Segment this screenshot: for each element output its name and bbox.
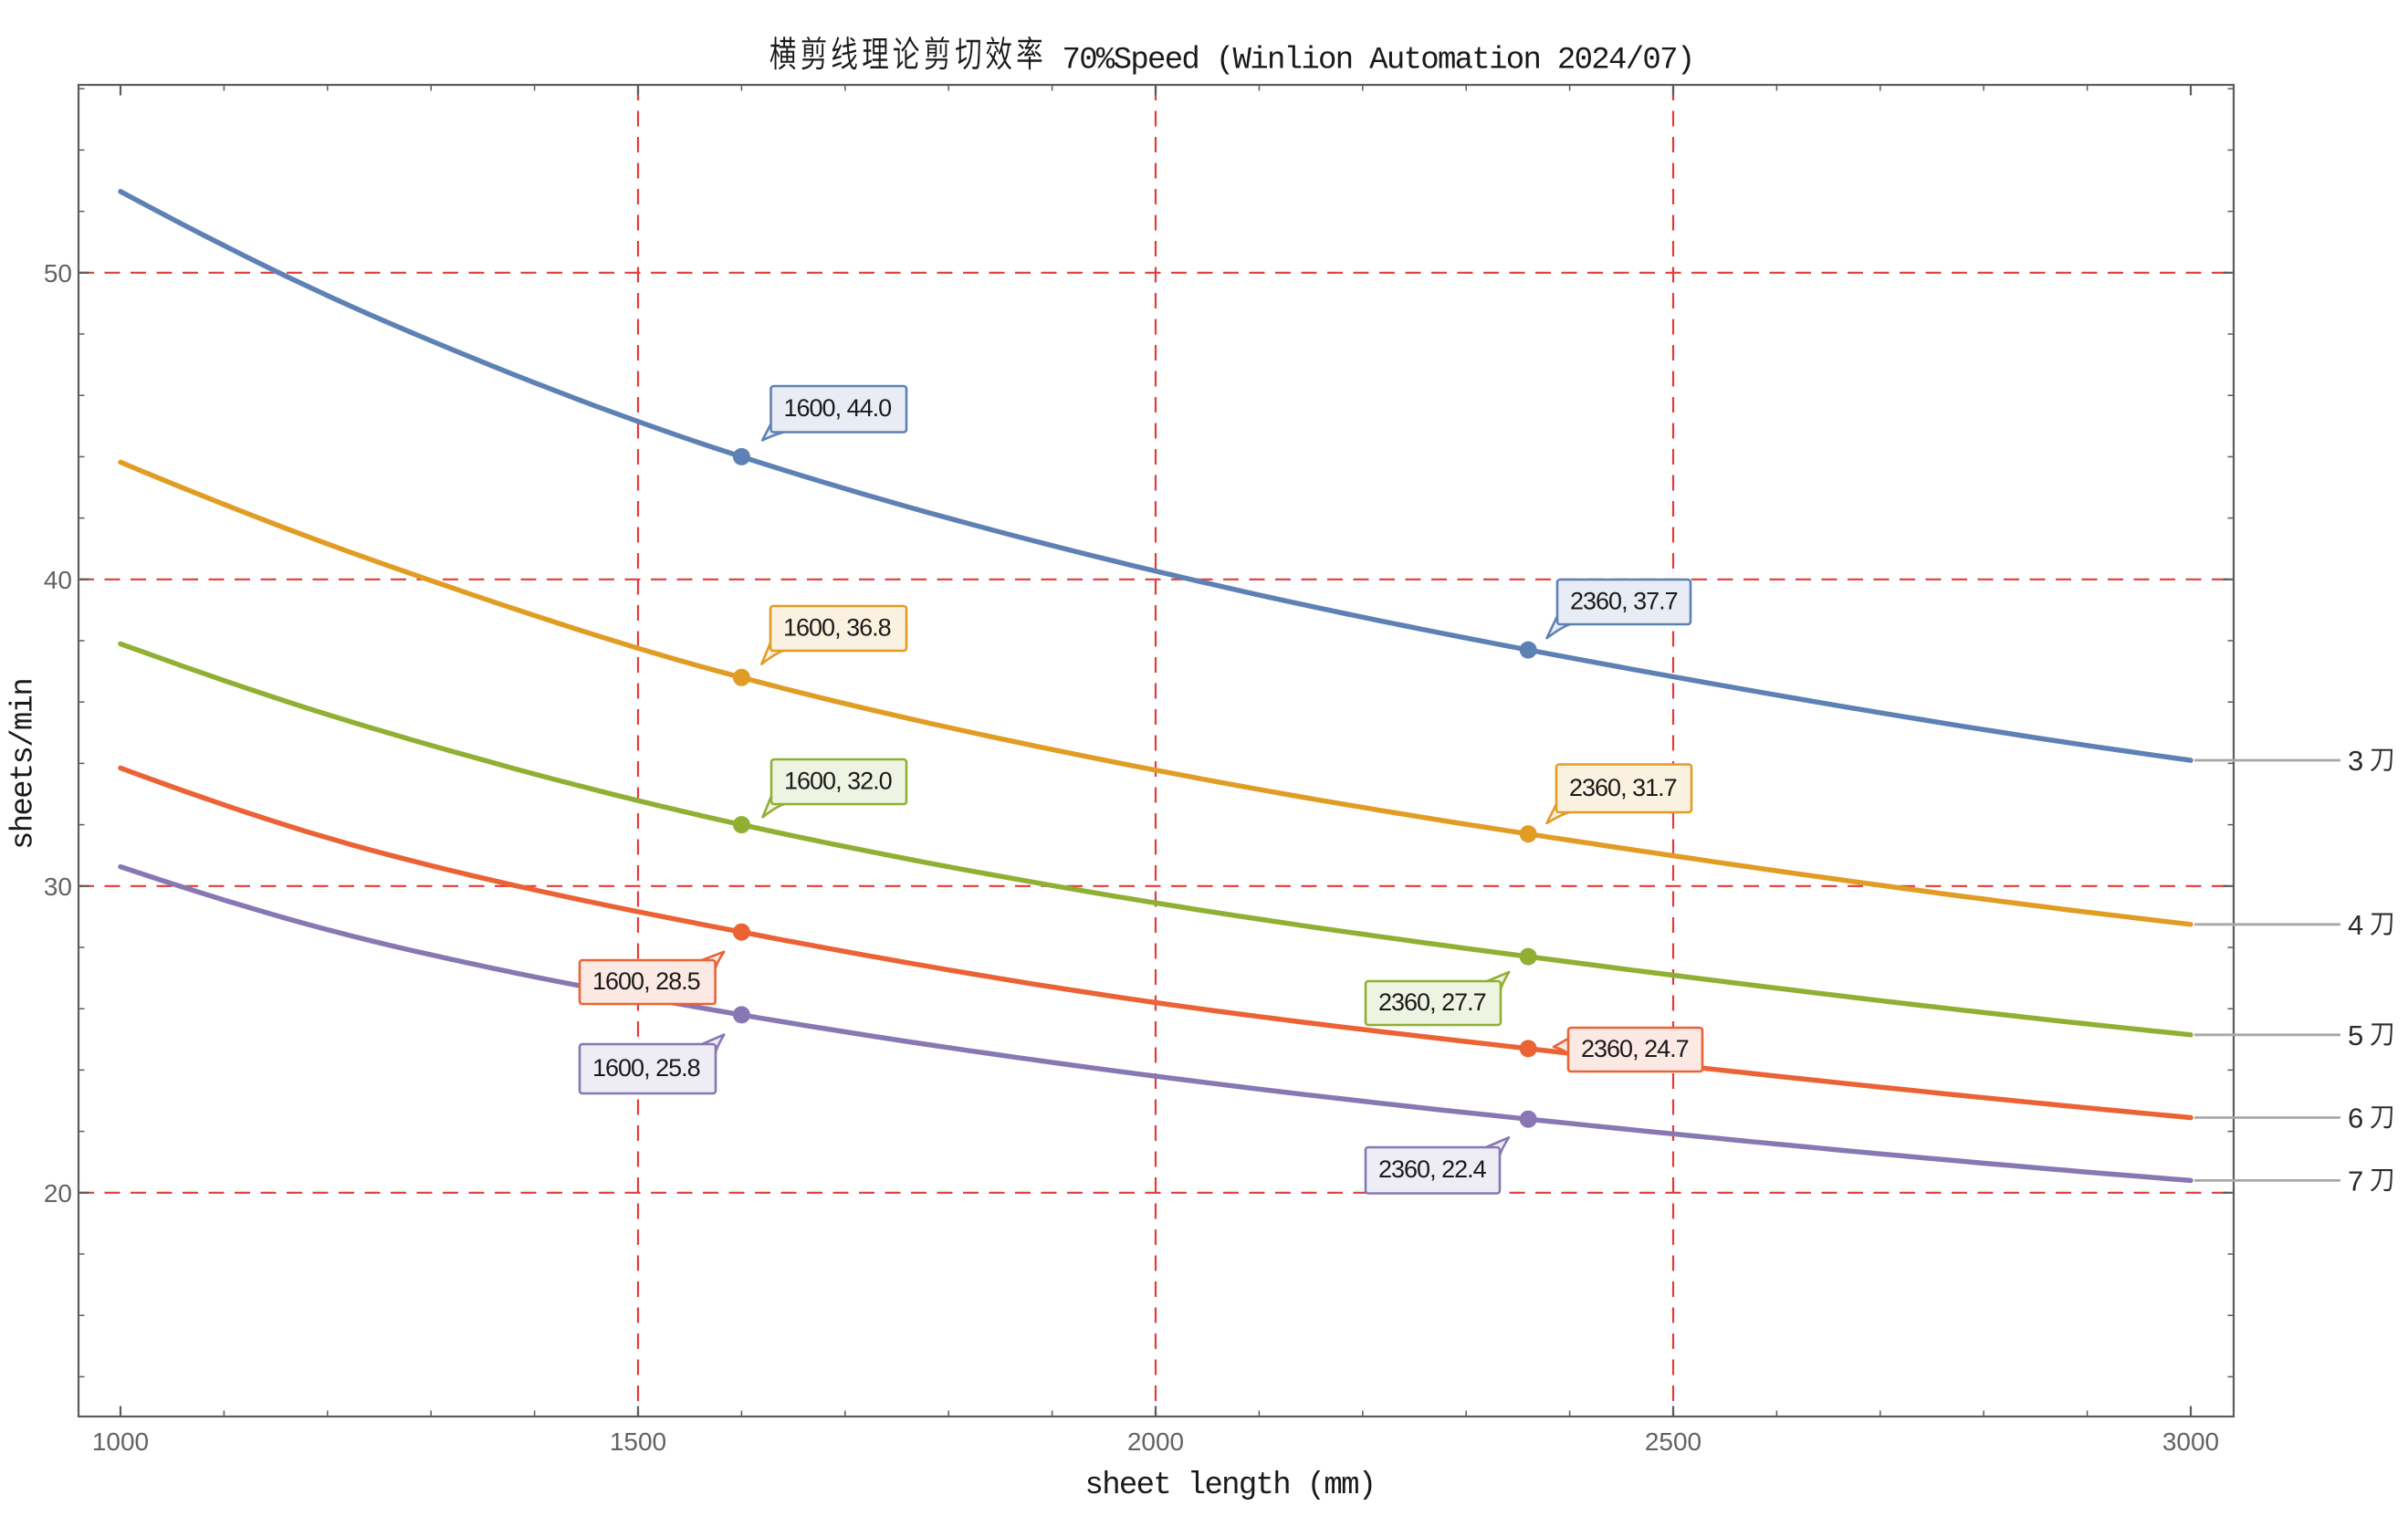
svg-text:50: 50 xyxy=(44,259,72,288)
svg-text:3: 3 xyxy=(2348,745,2363,777)
svg-text:2360, 24.7: 2360, 24.7 xyxy=(1581,1035,1689,1062)
svg-text:40: 40 xyxy=(44,566,72,594)
svg-text:1600, 36.8: 1600, 36.8 xyxy=(783,614,891,642)
svg-text:2360, 27.7: 2360, 27.7 xyxy=(1378,988,1486,1016)
svg-text:1000: 1000 xyxy=(92,1427,149,1456)
svg-text:sheets/min: sheets/min xyxy=(7,679,42,850)
svg-text:30: 30 xyxy=(44,873,72,901)
svg-text:5: 5 xyxy=(2348,1019,2363,1051)
svg-text:4: 4 xyxy=(2348,909,2363,941)
svg-text:2360, 31.7: 2360, 31.7 xyxy=(1569,774,1677,801)
svg-text:2360, 37.7: 2360, 37.7 xyxy=(1570,588,1678,615)
svg-text:2360, 22.4: 2360, 22.4 xyxy=(1378,1155,1487,1183)
svg-text:2000: 2000 xyxy=(1127,1427,1184,1456)
svg-text:7: 7 xyxy=(2348,1165,2363,1197)
svg-text:sheet length (mm): sheet length (mm) xyxy=(1085,1469,1376,1503)
svg-text:20: 20 xyxy=(44,1179,72,1208)
svg-text:3000: 3000 xyxy=(2162,1427,2219,1456)
svg-text:1600, 32.0: 1600, 32.0 xyxy=(784,768,892,795)
svg-text:1600, 25.8: 1600, 25.8 xyxy=(592,1054,700,1082)
svg-text:1500: 1500 xyxy=(610,1427,666,1456)
svg-text:1600, 44.0: 1600, 44.0 xyxy=(784,394,892,422)
svg-text:1600, 28.5: 1600, 28.5 xyxy=(592,967,700,995)
svg-text:70%Speed (Winlion Automation 2: 70%Speed (Winlion Automation 2024/07) xyxy=(1063,44,1694,78)
svg-text:2500: 2500 xyxy=(1645,1427,1701,1456)
svg-text:6: 6 xyxy=(2348,1103,2363,1134)
